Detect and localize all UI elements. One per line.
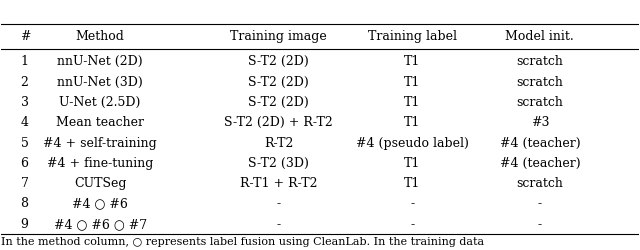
Text: #4 + fine-tuning: #4 + fine-tuning (47, 157, 154, 170)
Text: #4 ○ #6: #4 ○ #6 (72, 198, 128, 210)
Text: R-T2: R-T2 (264, 136, 293, 149)
Text: -: - (276, 218, 281, 231)
Text: #4 (teacher): #4 (teacher) (500, 136, 580, 149)
Text: S-T2 (2D): S-T2 (2D) (248, 96, 309, 109)
Text: T1: T1 (404, 157, 420, 170)
Text: #4 + self-training: #4 + self-training (44, 136, 157, 149)
Text: #3: #3 (531, 116, 549, 129)
Text: 2: 2 (20, 76, 28, 89)
Text: -: - (276, 198, 281, 210)
Text: T1: T1 (404, 76, 420, 89)
Text: In the method column, ○ represents label fusion using CleanLab. In the training : In the method column, ○ represents label… (1, 238, 484, 248)
Text: #4 ○ #6 ○ #7: #4 ○ #6 ○ #7 (54, 218, 147, 231)
Text: scratch: scratch (516, 76, 563, 89)
Text: Method: Method (76, 30, 125, 43)
Text: 4: 4 (20, 116, 29, 129)
Text: 6: 6 (20, 157, 29, 170)
Text: 7: 7 (20, 177, 28, 190)
Text: -: - (410, 218, 415, 231)
Text: 9: 9 (20, 218, 28, 231)
Text: S-T2 (2D) + R-T2: S-T2 (2D) + R-T2 (224, 116, 333, 129)
Text: T1: T1 (404, 55, 420, 68)
Text: T1: T1 (404, 177, 420, 190)
Text: T1: T1 (404, 116, 420, 129)
Text: 8: 8 (20, 198, 29, 210)
Text: nnU-Net (2D): nnU-Net (2D) (58, 55, 143, 68)
Text: -: - (410, 198, 415, 210)
Text: Mean teacher: Mean teacher (56, 116, 144, 129)
Text: scratch: scratch (516, 177, 563, 190)
Text: Training image: Training image (230, 30, 327, 43)
Text: scratch: scratch (516, 55, 563, 68)
Text: #4 (pseudo label): #4 (pseudo label) (356, 136, 469, 149)
Text: 3: 3 (20, 96, 29, 109)
Text: #: # (20, 30, 31, 43)
Text: scratch: scratch (516, 96, 563, 109)
Text: S-T2 (3D): S-T2 (3D) (248, 157, 309, 170)
Text: -: - (538, 198, 542, 210)
Text: nnU-Net (3D): nnU-Net (3D) (58, 76, 143, 89)
Text: R-T1 + R-T2: R-T1 + R-T2 (240, 177, 317, 190)
Text: T1: T1 (404, 96, 420, 109)
Text: S-T2 (2D): S-T2 (2D) (248, 55, 309, 68)
Text: Training label: Training label (368, 30, 457, 43)
Text: 1: 1 (20, 55, 29, 68)
Text: Model init.: Model init. (506, 30, 574, 43)
Text: 5: 5 (20, 136, 28, 149)
Text: U-Net (2.5D): U-Net (2.5D) (60, 96, 141, 109)
Text: #4 (teacher): #4 (teacher) (500, 157, 580, 170)
Text: -: - (538, 218, 542, 231)
Text: CUTSeg: CUTSeg (74, 177, 127, 190)
Text: S-T2 (2D): S-T2 (2D) (248, 76, 309, 89)
